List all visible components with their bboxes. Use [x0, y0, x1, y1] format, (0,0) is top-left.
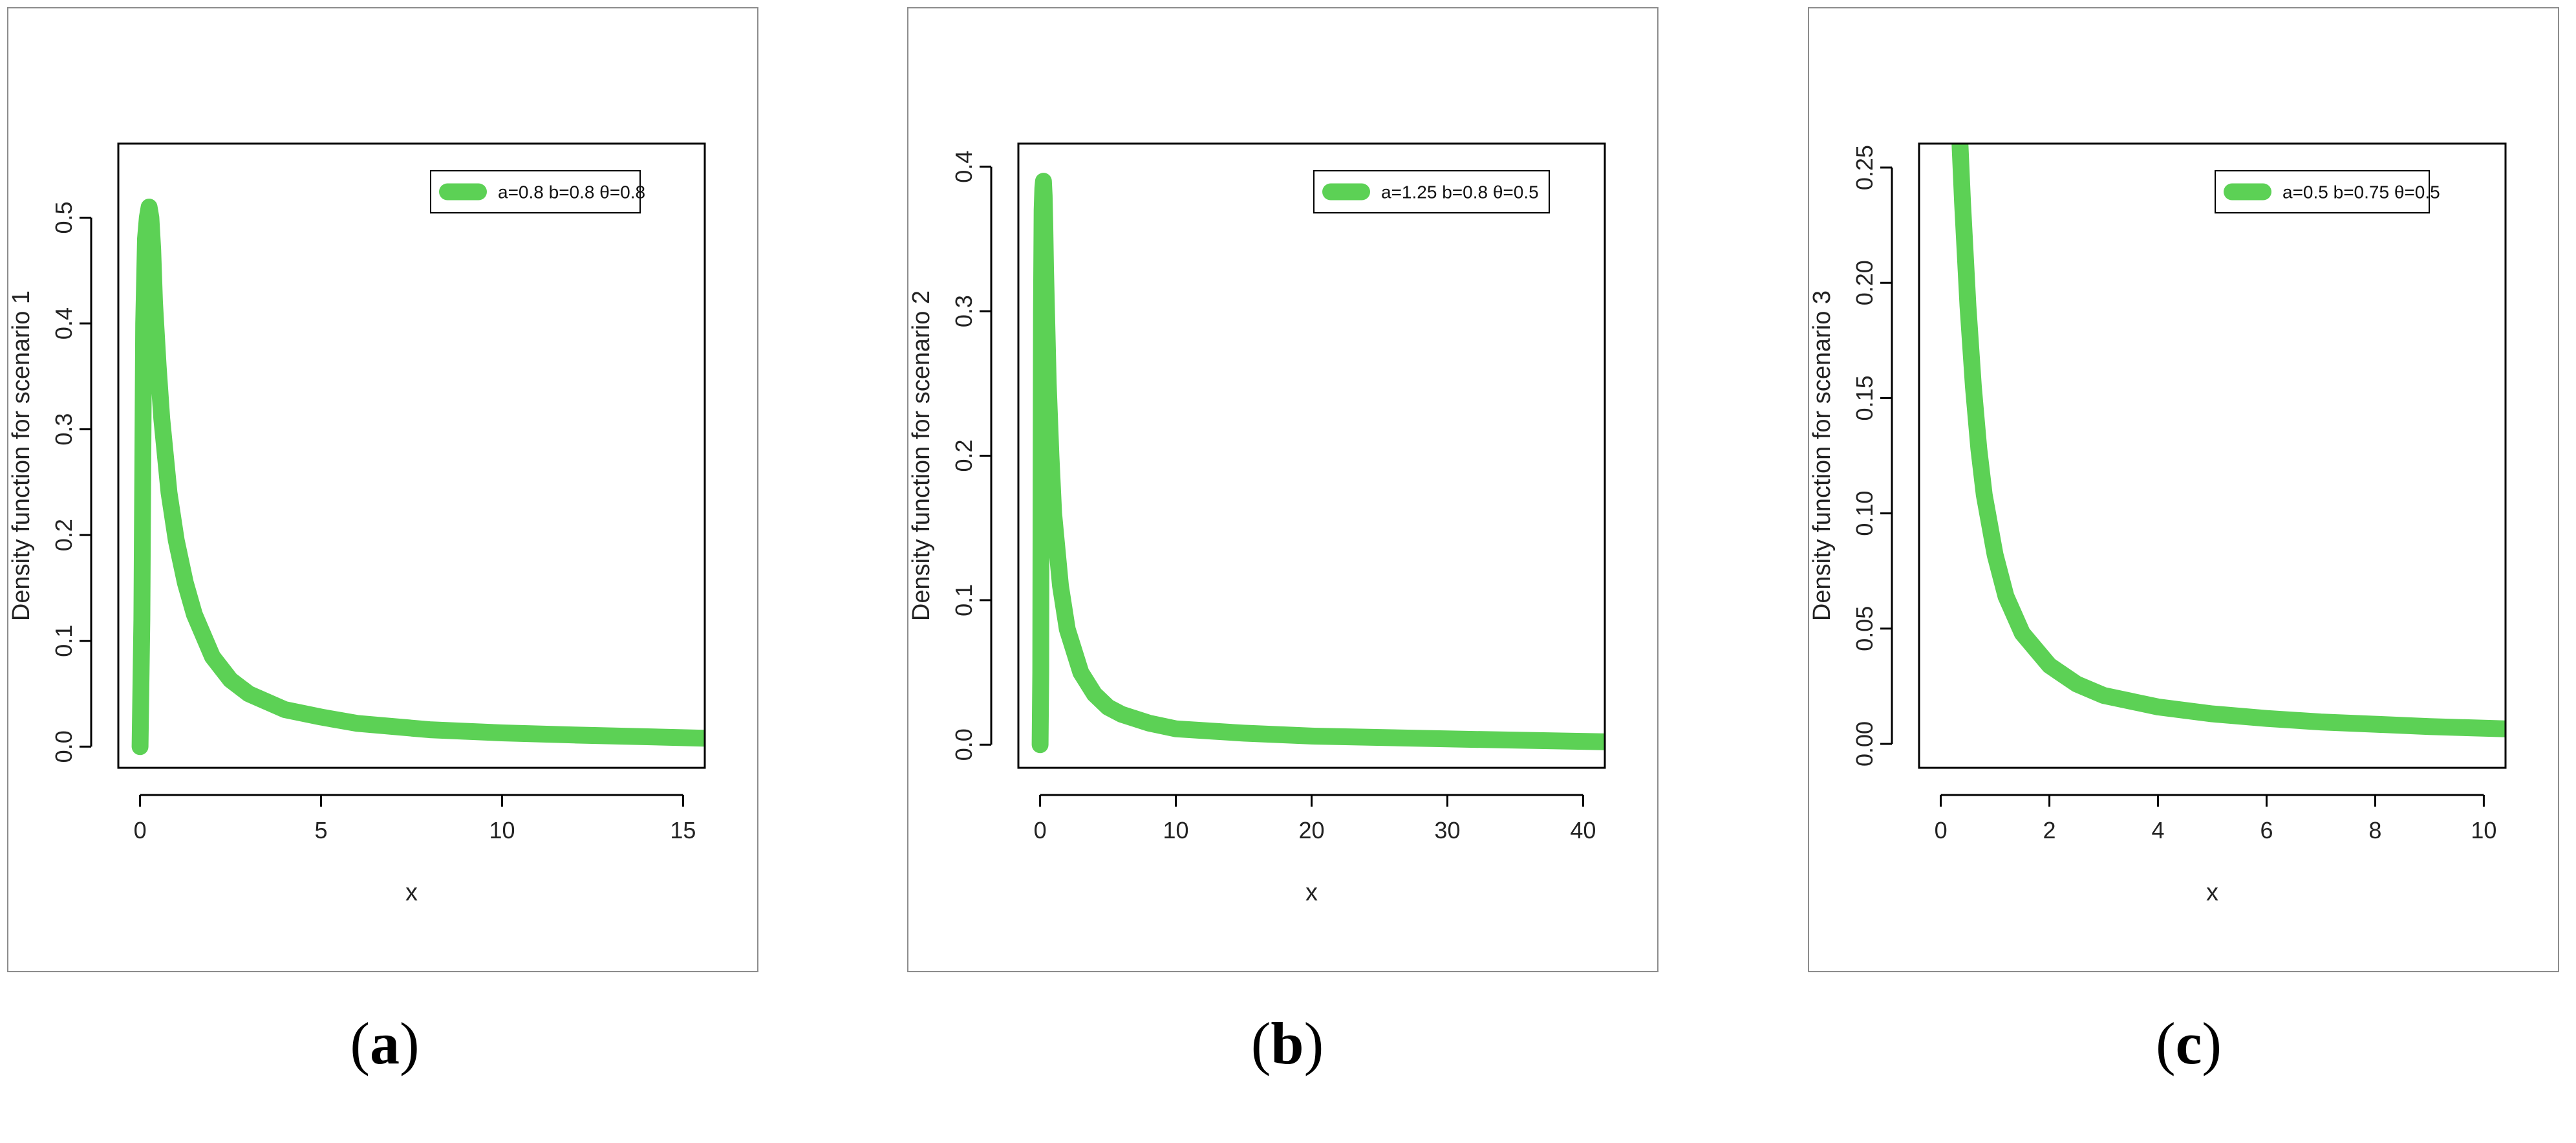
panel-c-y-tick-label: 0.25	[1851, 145, 1878, 190]
panel-a-x-tick-label: 15	[670, 817, 696, 844]
panel-b-legend-label: a=1.25 b=0.8 θ=0.5	[1381, 182, 1539, 202]
panel-b-y-tick-label: 0.1	[950, 584, 977, 616]
caption-a: (a)	[350, 1010, 420, 1076]
panel-a-x-tick-label: 0	[134, 817, 147, 844]
panel-c-plot-box	[1918, 142, 2507, 769]
panel-a-x-tick-label: 5	[315, 817, 328, 844]
panel-c-x-tick-label: 0	[1935, 817, 1948, 844]
panel-b-frame	[907, 7, 1658, 972]
panel-a-y-tick-label: 0.4	[50, 307, 77, 340]
panel-b-y-tick-label: 0.3	[950, 295, 977, 327]
panel-c-x-tick-label: 8	[2368, 817, 2381, 844]
panel-a-frame	[7, 7, 758, 972]
panel-c-y-tick-label: 0.20	[1851, 260, 1878, 305]
panel-a-y-tick-label: 0.3	[50, 413, 77, 446]
panel-c-x-axis-title: x	[2206, 879, 2218, 906]
panel-c-x-tick-label: 2	[2043, 817, 2056, 844]
panel-c-y-axis-title: Density function for scenario 3	[1809, 290, 1836, 621]
panel-a-y-tick-label: 0.1	[50, 625, 77, 657]
caption-b: (b)	[1250, 1010, 1324, 1076]
panel-b-x-tick-label: 10	[1163, 817, 1189, 844]
panel-b-y-tick-label: 0.2	[950, 439, 977, 472]
panel-b-x-tick-label: 20	[1298, 817, 1324, 844]
panel-c-x-tick-label: 10	[2471, 817, 2496, 844]
panel-b-density-curve	[1031, 173, 1605, 754]
panel-c-y-tick-label: 0.00	[1851, 721, 1878, 767]
panel-a-x-axis-title: x	[405, 879, 418, 906]
panel-c-frame	[1808, 7, 2559, 972]
panel-a-legend-label: a=0.8 b=0.8 θ=0.8	[498, 182, 645, 202]
panel-a-density-curve	[131, 199, 705, 756]
panel-b-x-tick-label: 30	[1434, 817, 1460, 844]
panel-c-y-tick-label: 0.15	[1851, 375, 1878, 420]
panel-a-y-tick-label: 0.5	[50, 201, 77, 234]
panel-a-y-tick-label: 0.0	[50, 730, 77, 763]
panel-c-y-tick-label: 0.10	[1851, 491, 1878, 536]
panel-b-x-axis-title: x	[1305, 879, 1318, 906]
panel-b-y-tick-label: 0.0	[950, 728, 977, 761]
panel-b-x-tick-label: 40	[1570, 817, 1596, 844]
panel-a-plot-box	[117, 142, 706, 769]
panel-a-y-axis-title: Density function for scenario 1	[8, 290, 35, 621]
panel-b-plot-box	[1017, 142, 1606, 769]
panel-b-y-tick-label: 0.4	[950, 151, 977, 183]
panel-c-x-tick-label: 4	[2152, 817, 2165, 844]
panel-c-density-curve	[1951, 144, 2506, 737]
panel-c-y-tick-label: 0.05	[1851, 606, 1878, 651]
panel-c-x-tick-label: 6	[2260, 817, 2273, 844]
panel-b-x-tick-label: 0	[1034, 817, 1047, 844]
panel-c-legend-label: a=0.5 b=0.75 θ=0.5	[2282, 182, 2440, 202]
caption-c: (c)	[2155, 1010, 2222, 1076]
panel-a-x-tick-label: 10	[489, 817, 515, 844]
panel-b-y-axis-title: Density function for scenario 2	[908, 290, 935, 621]
panel-a-y-tick-label: 0.2	[50, 519, 77, 551]
